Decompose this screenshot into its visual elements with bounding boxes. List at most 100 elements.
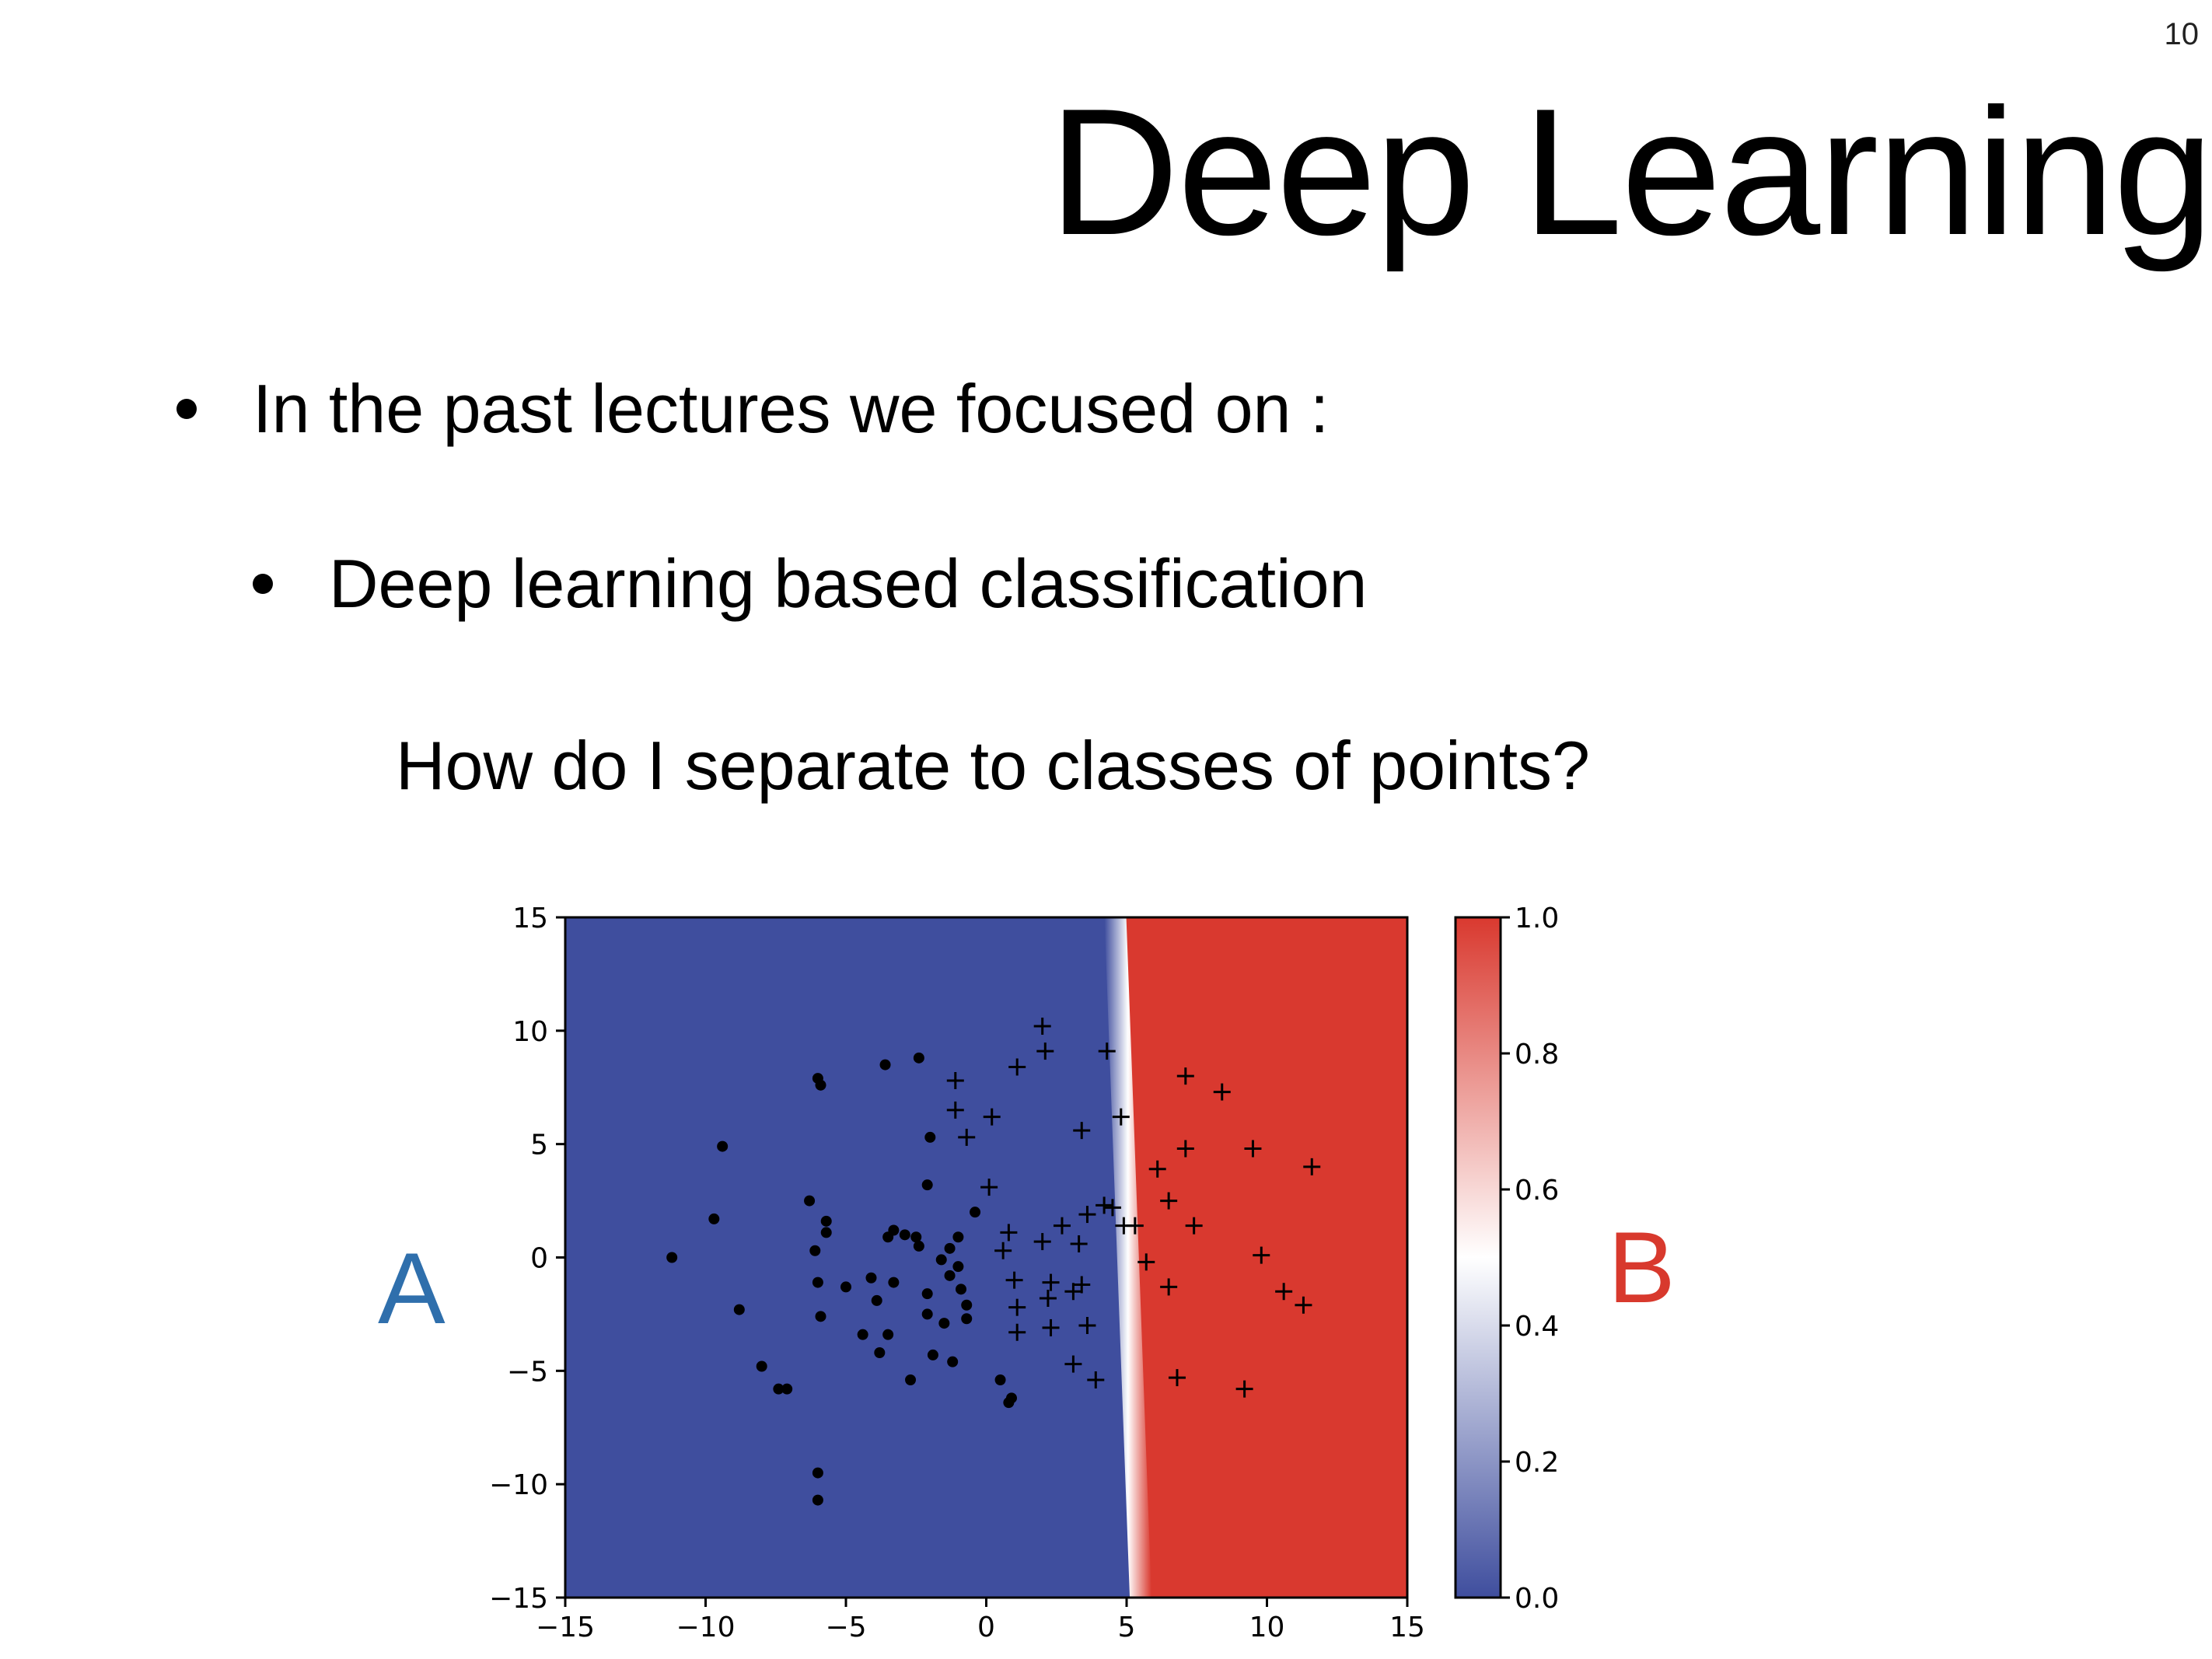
data-point-dot [820,1227,832,1238]
data-point-dot [956,1284,967,1295]
data-point-dot [970,1207,981,1218]
bullet-text: In the past lectures we focused on : [253,370,1330,447]
data-point-plus [1008,1298,1026,1316]
data-point-dot [812,1277,823,1288]
bullet-dot-icon [253,574,273,594]
x-tick-label: 15 [1389,1612,1425,1643]
data-point-plus [1275,1283,1293,1301]
data-point-dot [815,1079,826,1091]
data-point-dot [961,1313,973,1325]
data-point-plus [1073,1276,1091,1294]
data-point-plus [1064,1355,1082,1373]
data-point-plus [1185,1217,1203,1235]
data-point-dot [773,1383,785,1395]
decision-boundary [1104,917,1152,1598]
data-point-plus [1005,1271,1023,1289]
data-point-dot [905,1374,917,1385]
axes: −15 −10 −5 0 5 10 15 −15 −10 −5 0 5 10 15 [489,903,1425,1643]
data-point-dot [756,1360,767,1372]
colorbar-tick-label: 1.0 [1515,903,1559,934]
y-tick-label: 0 [530,1243,548,1275]
scatter-points [666,1018,1321,1506]
data-point-plus [1042,1318,1060,1336]
data-point-dot [910,1231,922,1243]
page-number: 10 [2164,17,2200,51]
class-label-b: B [1608,1210,1676,1324]
data-point-dot [857,1329,868,1340]
data-point-dot [938,1318,950,1329]
y-tick-label: −10 [489,1469,548,1501]
data-point-dot [913,1240,924,1252]
x-tick-label: 10 [1249,1612,1285,1643]
colorbar-tick-label: 0.2 [1515,1447,1559,1479]
x-tick-label: −15 [536,1612,595,1643]
data-point-plus [1176,1140,1194,1158]
data-point-dot [994,1374,1006,1385]
data-point-plus [1126,1217,1144,1235]
data-point-plus [994,1242,1012,1259]
x-tick-label: −10 [676,1612,736,1643]
data-point-dot [717,1140,729,1152]
data-point-dot [924,1131,936,1143]
data-point-dot [882,1329,894,1340]
data-point-dot [812,1494,823,1506]
plot-area [565,917,1407,1598]
data-point-plus [946,1101,964,1119]
data-point-plus [1039,1290,1057,1307]
data-point-dot [815,1311,826,1322]
data-point-dot [1005,1392,1017,1404]
y-tick-label: 5 [530,1130,548,1161]
data-point-plus [1053,1217,1071,1235]
data-point-dot [899,1229,910,1241]
data-point-dot [921,1179,933,1191]
data-point-plus [1042,1273,1060,1291]
x-tick-label: −5 [825,1612,866,1643]
data-point-plus [1137,1253,1155,1271]
sub-bullet-item: Deep learning based classification [253,544,1367,623]
data-point-plus [1096,1196,1113,1214]
data-point-plus [1098,1043,1116,1060]
data-point-plus [1070,1235,1088,1252]
data-point-plus [1112,1108,1130,1126]
data-point-plus [1213,1083,1231,1101]
data-point-dot [952,1231,964,1243]
colorbar-tick-label: 0.8 [1515,1039,1559,1070]
data-point-plus [1176,1067,1194,1085]
y-tick-label: 15 [512,903,548,934]
data-point-dot [840,1281,851,1293]
y-tick-label: −5 [507,1356,548,1388]
data-point-plus [1008,1058,1026,1076]
data-point-dot [944,1270,956,1281]
data-point-dot [947,1356,959,1367]
colorbar-gradient [1454,916,1502,1599]
data-point-plus [1078,1317,1096,1334]
data-point-dot [781,1383,793,1395]
data-point-dot [812,1467,823,1479]
data-point-dot [927,1349,938,1360]
data-point-dot [708,1213,720,1224]
data-point-dot [879,1059,891,1070]
data-point-plus [1168,1369,1186,1387]
data-point-dot [871,1294,882,1306]
data-point-plus [1253,1246,1270,1264]
bullet-dot-icon [176,399,197,419]
class-label-a: A [378,1231,446,1345]
sub-bullet-text: Deep learning based classification [329,545,1368,622]
data-point-plus [1103,1199,1121,1217]
data-point-plus [1008,1323,1026,1341]
data-point-plus [1295,1296,1312,1314]
x-tick-label: 5 [1118,1612,1136,1643]
data-point-plus [980,1179,998,1196]
colorbar-tick-label: 0.0 [1515,1583,1559,1615]
data-point-dot [809,1245,821,1256]
data-point-plus [1036,1043,1054,1060]
data-point-plus [1244,1140,1262,1158]
data-point-plus [1033,1233,1051,1251]
y-tick-label: 10 [512,1016,548,1048]
data-point-plus [958,1128,976,1146]
data-point-dot [888,1224,900,1236]
data-point-dot [952,1261,964,1273]
data-point-dot [921,1308,933,1320]
data-point-dot [820,1215,832,1227]
